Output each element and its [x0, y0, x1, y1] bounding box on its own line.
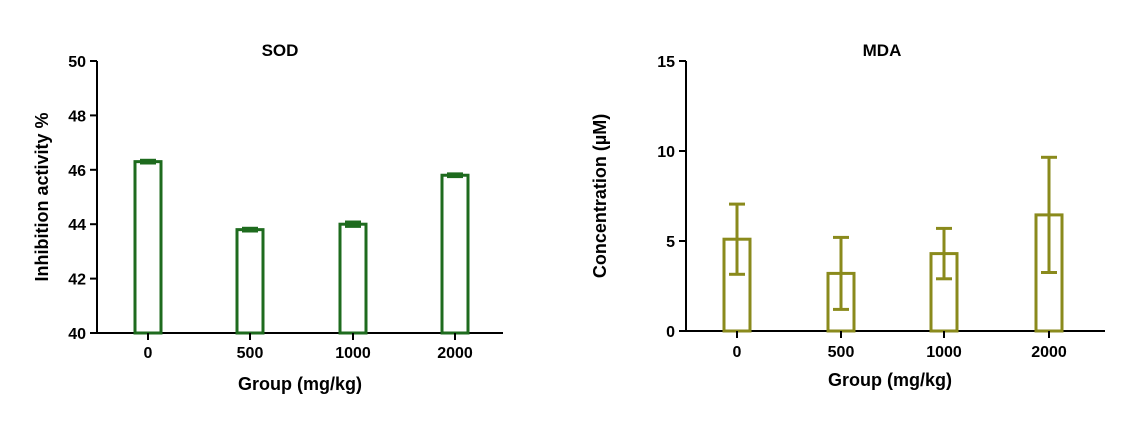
sod-y-axis-label: Inhibition activity %	[32, 112, 52, 281]
mda-y-tick-label: 0	[666, 324, 675, 341]
sod-x-tick-label: 500	[237, 345, 264, 362]
mda-x-tick-label: 2000	[1031, 344, 1067, 361]
mda-chart-title: MDA	[863, 41, 902, 60]
sod-y-tick-label: 40	[68, 326, 86, 343]
mda-y-axis-label: Concentration (µM)	[590, 114, 610, 278]
sod-y-tick-label: 42	[68, 272, 86, 289]
sod-x-tick-label: 1000	[335, 345, 371, 362]
sod-bar	[133, 160, 163, 335]
sod-chart-title: SOD	[262, 41, 299, 60]
mda-y-tick-label: 10	[657, 144, 675, 161]
sod-chart: SOD Group (mg/kg) Inhibition activity % …	[32, 41, 503, 394]
sod-x-tick-label: 0	[144, 345, 153, 362]
mda-chart: MDA Group (mg/kg) Concentration (µM) 0 5 1…	[590, 41, 1105, 390]
mda-x-tick-label: 1000	[926, 344, 962, 361]
sod-x-tick-label: 2000	[437, 345, 473, 362]
sod-bar	[235, 228, 265, 335]
mda-y-tick-label: 5	[666, 234, 675, 251]
sod-bar	[440, 173, 470, 335]
sod-x-axis-label: Group (mg/kg)	[238, 374, 362, 394]
sod-y-tick-label: 44	[68, 217, 86, 234]
mda-x-tick-label: 500	[828, 344, 855, 361]
sod-y-tick-label: 48	[68, 108, 86, 125]
sod-bar	[338, 222, 368, 335]
mda-x-tick-label: 0	[733, 344, 742, 361]
sod-y-tick-label: 50	[68, 54, 86, 71]
sod-y-tick-label: 46	[68, 163, 86, 180]
mda-y-tick-label: 15	[657, 54, 675, 71]
mda-x-axis-label: Group (mg/kg)	[828, 370, 952, 390]
